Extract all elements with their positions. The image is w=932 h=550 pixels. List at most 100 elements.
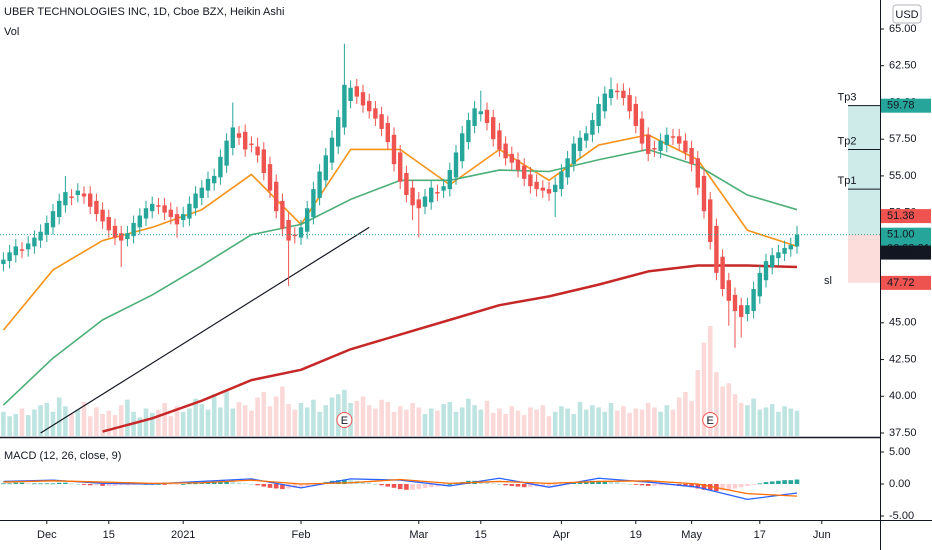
volume-bar bbox=[273, 396, 279, 436]
macd-histogram-bar bbox=[788, 480, 794, 484]
volume-bar bbox=[317, 411, 322, 436]
volume-bar bbox=[180, 411, 186, 436]
macd-histogram-bar bbox=[298, 484, 304, 488]
candle-body bbox=[664, 134, 669, 146]
candle-body bbox=[199, 187, 204, 198]
macd-histogram-bar bbox=[118, 484, 124, 486]
candle-body bbox=[646, 134, 651, 154]
price-label: 51.38 bbox=[887, 210, 915, 222]
candle-body bbox=[267, 164, 273, 191]
volume-bar bbox=[94, 407, 99, 436]
volume-bar bbox=[490, 412, 496, 436]
macd-histogram-bar bbox=[1, 483, 6, 485]
candle-body bbox=[788, 244, 793, 250]
macd-histogram-bar bbox=[528, 484, 533, 488]
volume-bar bbox=[193, 398, 198, 436]
macd-histogram-bar bbox=[652, 484, 657, 486]
volume-bar bbox=[249, 410, 254, 436]
y-tick-label: 65.00 bbox=[889, 23, 917, 35]
candle-body bbox=[683, 140, 688, 153]
volume-bar bbox=[125, 399, 130, 436]
volume-bar bbox=[38, 405, 43, 436]
candle-body bbox=[274, 181, 279, 212]
y-tick-label: 55.00 bbox=[889, 170, 917, 182]
volume-bar bbox=[614, 410, 620, 436]
volume-bar bbox=[453, 411, 459, 436]
candle-body bbox=[205, 178, 211, 191]
candle-body bbox=[435, 192, 440, 194]
volume-bar bbox=[769, 404, 775, 436]
candle-body bbox=[255, 146, 260, 156]
currency-box[interactable] bbox=[892, 4, 922, 24]
macd-histogram-bar bbox=[391, 484, 397, 488]
candle-body bbox=[156, 205, 161, 207]
volume-bar bbox=[720, 386, 725, 436]
candle-body bbox=[782, 247, 787, 254]
volume-bar bbox=[137, 417, 143, 436]
volume-bar bbox=[540, 405, 546, 436]
target-label: Tp3 bbox=[838, 92, 857, 104]
price-label-box bbox=[881, 98, 931, 113]
volume-bar bbox=[187, 408, 192, 436]
candle-body bbox=[416, 199, 421, 209]
macd-histogram-bar bbox=[366, 482, 372, 484]
candle-body bbox=[249, 143, 254, 146]
volume-bar bbox=[373, 408, 378, 436]
volume-bar bbox=[366, 405, 372, 436]
y-tick-label: 62.50 bbox=[889, 60, 917, 72]
candle-body bbox=[69, 196, 74, 198]
volume-bar bbox=[596, 407, 601, 436]
candle-body bbox=[590, 120, 595, 135]
candle-body bbox=[32, 237, 37, 247]
volume-bar bbox=[633, 408, 639, 436]
y2-tick-label: -5.00 bbox=[889, 510, 914, 522]
macd-histogram-bar bbox=[596, 480, 601, 484]
candle-body bbox=[670, 136, 676, 138]
earnings-marker bbox=[702, 412, 719, 428]
x-tick-label: 15 bbox=[103, 529, 115, 541]
volume-bar bbox=[304, 407, 310, 436]
macd-histogram-bar bbox=[397, 484, 403, 490]
candle-body bbox=[652, 147, 657, 150]
candle-body bbox=[695, 158, 700, 188]
candle-body bbox=[187, 203, 192, 219]
volume-bar bbox=[360, 396, 366, 436]
candle-body bbox=[565, 158, 570, 178]
y-tick-label: 42.50 bbox=[889, 353, 917, 365]
volume-bar bbox=[751, 398, 756, 436]
candle-body bbox=[447, 170, 452, 190]
macd-histogram-bar bbox=[19, 482, 25, 484]
candle-body bbox=[218, 156, 223, 178]
candle-body bbox=[7, 252, 12, 262]
volume-bar bbox=[565, 408, 570, 436]
volume-bar bbox=[162, 403, 167, 436]
candle-body bbox=[317, 171, 322, 198]
volume-bar bbox=[732, 394, 738, 436]
macd-histogram-bar bbox=[50, 483, 56, 485]
trend-line bbox=[40, 226, 370, 434]
macd-histogram-bar bbox=[515, 484, 521, 487]
volume-bar bbox=[385, 401, 391, 436]
candle-body bbox=[280, 200, 285, 229]
candle-body bbox=[491, 117, 496, 140]
volume-bar bbox=[50, 411, 56, 436]
candle-body bbox=[410, 187, 415, 206]
candle-body bbox=[143, 208, 149, 219]
volume-bar bbox=[509, 406, 515, 436]
candle-body bbox=[75, 190, 80, 196]
macd-histogram-bar bbox=[639, 484, 645, 486]
macd-histogram-bar bbox=[13, 482, 19, 484]
volume-bar bbox=[199, 404, 205, 436]
volume-bar bbox=[143, 408, 149, 436]
macd-histogram-bar bbox=[720, 484, 725, 491]
volume-bar bbox=[255, 397, 260, 436]
candle-body bbox=[732, 294, 738, 312]
candle-body bbox=[633, 103, 638, 126]
macd-histogram-bar bbox=[583, 481, 589, 484]
candle-body bbox=[379, 114, 384, 129]
volume-bar bbox=[676, 397, 682, 436]
earnings-marker bbox=[336, 412, 353, 428]
macd-histogram-bar bbox=[546, 484, 552, 486]
main-pane: E E Tp3 Tp2 Tp1 sl bbox=[0, 43, 880, 436]
macd-histogram-bar bbox=[745, 484, 750, 486]
